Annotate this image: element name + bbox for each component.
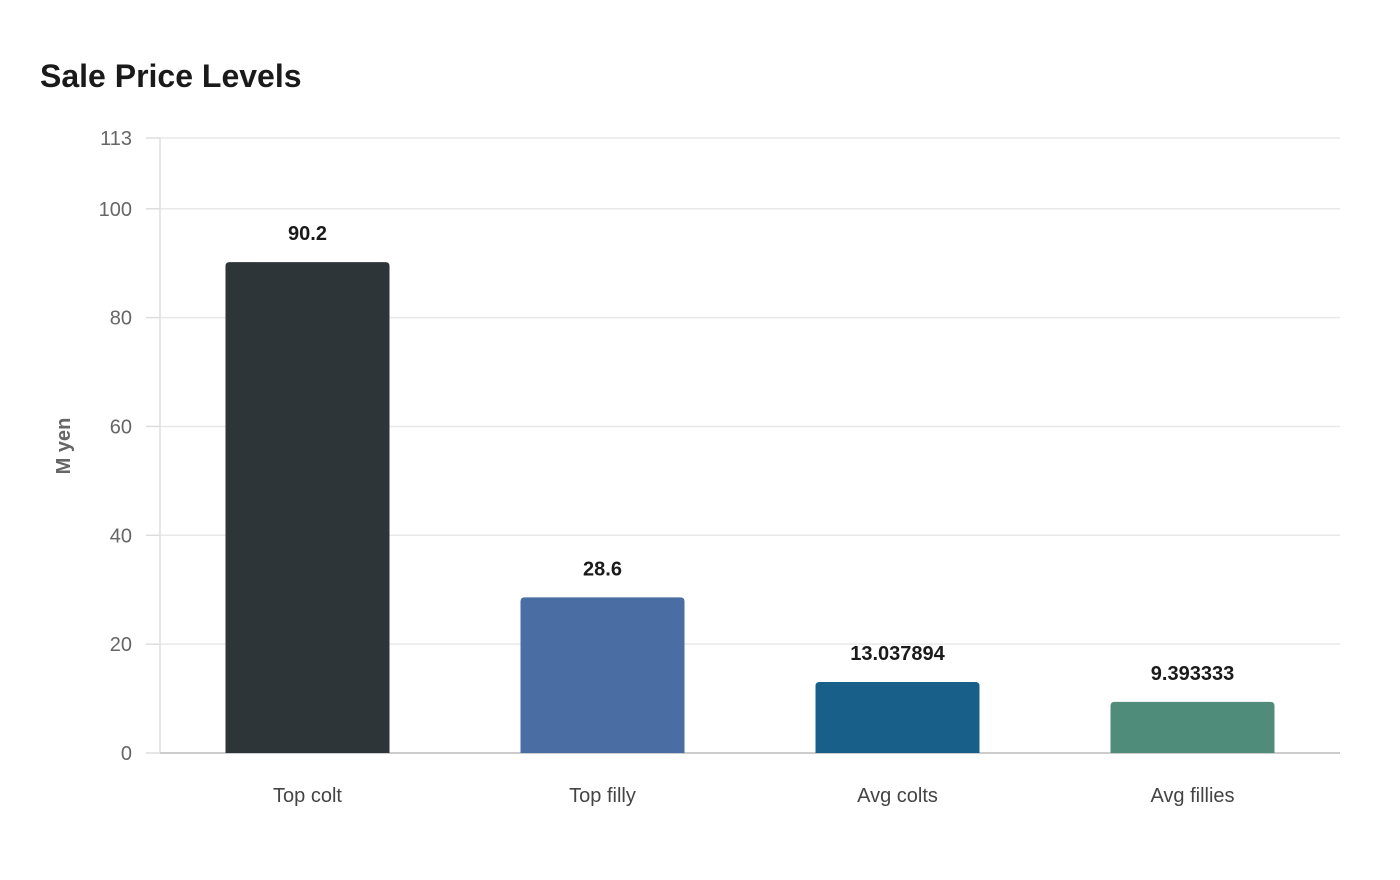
- y-tick-label: 0: [121, 743, 132, 765]
- bar-value-label: 90.2: [288, 223, 327, 245]
- y-tick-label: 40: [110, 525, 132, 547]
- y-axis-title: M yen: [53, 418, 75, 475]
- bar-value-label: 9.393333: [1151, 663, 1234, 685]
- bar: [520, 597, 685, 753]
- x-tick-label: Avg colts: [857, 785, 938, 807]
- y-tick-label: 100: [99, 199, 132, 221]
- bar: [815, 682, 980, 753]
- bar: [225, 262, 390, 753]
- labels: 0 20 40 60 80 100 113 90.2 Top colt 28.6 Top filly…: [99, 128, 1235, 807]
- chart-title: Sale Price Levels: [40, 58, 302, 94]
- x-tick-label: Avg fillies: [1150, 785, 1234, 807]
- bars: [225, 262, 1275, 753]
- y-tick-label: 20: [110, 634, 132, 656]
- bar-value-label: 28.6: [583, 558, 622, 580]
- bar-value-label: 13.037894: [850, 643, 945, 665]
- x-tick-label: Top filly: [569, 785, 636, 807]
- y-tick-label: 60: [110, 416, 132, 438]
- y-tick-label: 80: [110, 308, 132, 330]
- bar: [1110, 701, 1275, 753]
- y-tick-label: 113: [100, 128, 132, 150]
- x-tick-label: Top colt: [273, 785, 342, 807]
